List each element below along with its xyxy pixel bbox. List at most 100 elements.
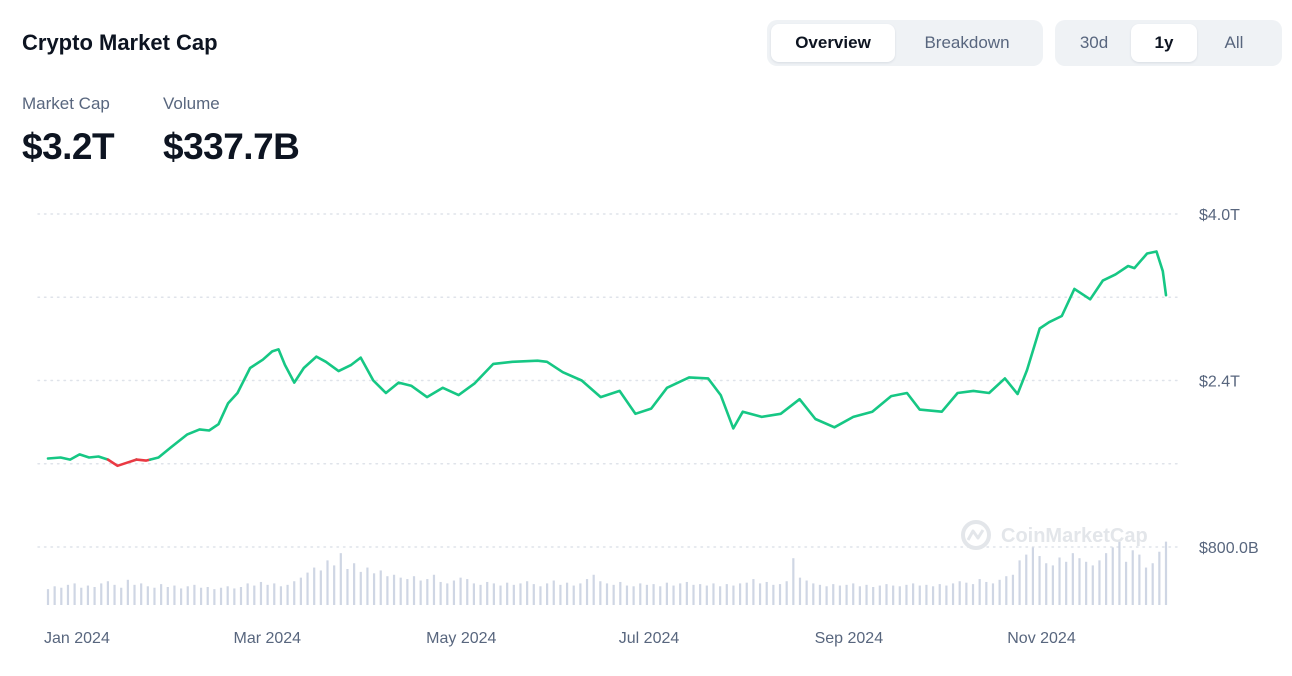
volume-bar <box>951 583 955 605</box>
volume-bar <box>1025 554 1028 605</box>
range-30d-button[interactable]: 30d <box>1079 33 1109 52</box>
volume-bar <box>206 587 209 605</box>
volume-bar <box>1005 576 1008 605</box>
volume-bar <box>985 581 988 605</box>
volume-bar <box>659 586 662 605</box>
volume-bar <box>166 587 169 605</box>
volume-bar <box>898 586 901 605</box>
volume-bar <box>253 585 256 605</box>
volume-bar <box>559 584 562 605</box>
volume-bar <box>93 587 96 605</box>
volume-bar <box>758 583 762 605</box>
volume-bar <box>1118 541 1121 605</box>
x-tick-label: Sep 2024 <box>815 630 884 647</box>
volume-bar <box>818 584 822 605</box>
volume-bar <box>719 586 722 605</box>
volume-bar <box>266 584 269 605</box>
volume-bar <box>552 580 555 605</box>
x-tick-label: May 2024 <box>426 630 496 647</box>
x-tick-label: Jul 2024 <box>619 630 680 647</box>
volume-bar <box>313 567 316 605</box>
volume-bar <box>193 584 196 605</box>
market-cap-chart[interactable]: CoinMarketCap $4.0T $2.4T $800.0B Jan 2024… <box>0 190 1292 676</box>
volume-bar <box>1045 563 1048 605</box>
volume-bar <box>1151 563 1154 605</box>
volume-bar <box>60 587 63 605</box>
volume-bar <box>878 585 881 605</box>
volume-bar <box>539 586 542 605</box>
volume-bar <box>492 583 495 605</box>
volume-bar <box>73 583 76 605</box>
volume-bar <box>745 582 748 605</box>
volume-bar <box>66 584 70 605</box>
volume-bar <box>459 577 462 605</box>
line-segment-down <box>135 458 152 462</box>
volume-bar <box>632 586 635 605</box>
volume-bar <box>499 585 502 605</box>
tab-breakdown[interactable]: Breakdown <box>924 33 1010 52</box>
volume-bar <box>625 585 629 605</box>
coinmarketcap-logo-icon <box>961 520 991 550</box>
volume-bar <box>346 569 349 605</box>
volume-bar <box>605 583 609 605</box>
volume-bar <box>685 581 688 605</box>
volume-bar <box>692 584 695 605</box>
x-tick-label: Mar 2024 <box>233 630 301 647</box>
market-cap-value: $3.2T <box>22 126 115 167</box>
market-cap-line <box>46 250 1168 468</box>
volume-bar <box>199 587 203 605</box>
volume-bar <box>372 573 376 605</box>
volume-bar <box>705 585 708 605</box>
volume-bar <box>1058 557 1061 605</box>
volume-bar <box>785 581 788 605</box>
volume-bar <box>246 583 249 605</box>
volume-bar <box>845 584 848 605</box>
volume-bar <box>639 583 642 605</box>
volume-bar <box>506 582 509 605</box>
volume-bar <box>106 581 109 605</box>
volume-bar <box>259 581 263 605</box>
volume-bar <box>53 586 56 605</box>
volume-bar <box>126 579 129 605</box>
volume-bar <box>1111 547 1114 605</box>
volume-bar <box>326 560 329 605</box>
volume-bar <box>519 583 522 605</box>
volume-bar <box>80 587 83 605</box>
volume-bar <box>679 583 682 605</box>
range-1y-button[interactable]: 1y <box>1131 24 1197 62</box>
volume-bar <box>1105 553 1108 605</box>
tab-overview[interactable]: Overview <box>771 24 895 62</box>
volume-bar <box>179 588 183 605</box>
volume-bar <box>186 586 189 605</box>
volume-bar <box>140 583 143 605</box>
volume-bar <box>379 570 382 605</box>
range-toggle: 30d 1y All <box>1055 20 1282 66</box>
view-toggle: Overview Breakdown <box>767 20 1043 66</box>
volume-bar <box>792 558 795 605</box>
volume-bar <box>86 585 90 605</box>
volume-bar <box>645 584 649 605</box>
volume-bar <box>1078 558 1081 605</box>
volume-bar <box>971 584 975 605</box>
volume-bar <box>399 577 402 605</box>
volume-bar <box>526 581 529 605</box>
range-all-button[interactable]: All <box>1224 33 1244 52</box>
volume-bar <box>712 583 715 605</box>
volume-bar <box>279 586 283 605</box>
volume-bar <box>293 581 296 605</box>
volume-bar <box>778 584 782 605</box>
volume-bar <box>486 581 489 605</box>
volume-bar <box>965 582 968 605</box>
volume-bar <box>872 587 875 605</box>
volume-bar <box>672 585 675 605</box>
volume-bar <box>319 570 322 605</box>
line-segment-up <box>46 453 110 461</box>
volume-bar <box>153 587 156 605</box>
volume-bar <box>353 563 356 605</box>
volume-bar <box>772 584 775 605</box>
volume-bar <box>1144 567 1148 605</box>
volume-bar <box>1138 554 1141 605</box>
volume-bar <box>466 579 469 605</box>
volume-bar <box>665 582 668 605</box>
volume-bar <box>406 579 409 605</box>
